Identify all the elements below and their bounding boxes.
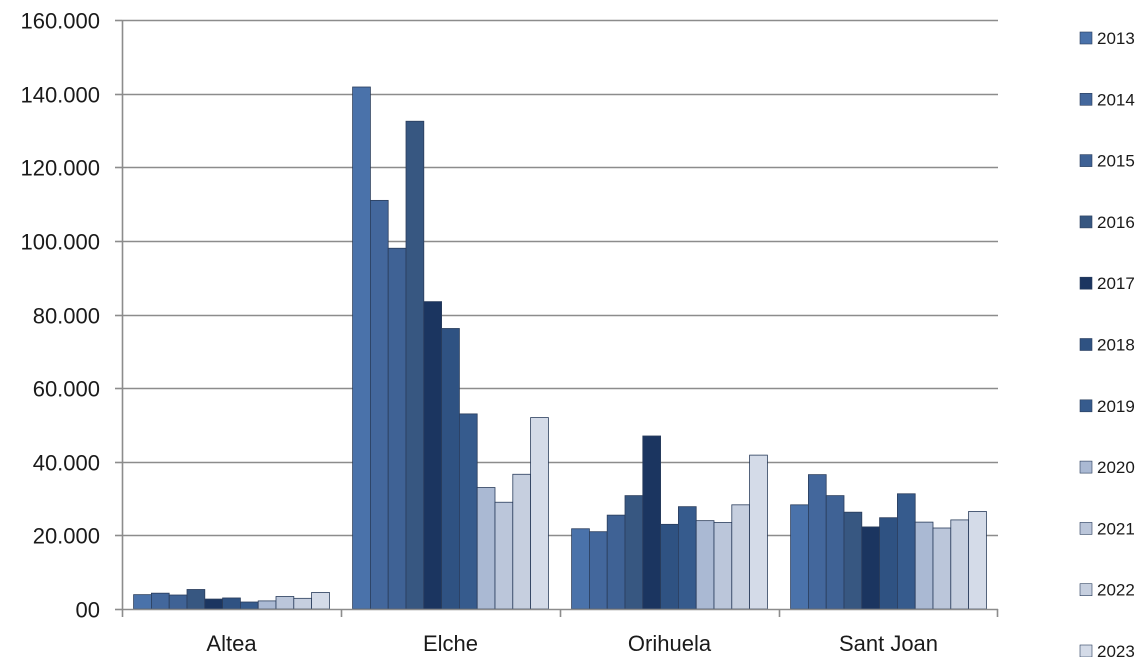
- bar-elche-2018: [441, 328, 460, 610]
- bar-sant-joan-2021: [932, 527, 952, 610]
- bar-elche-2013: [352, 86, 371, 610]
- bar-elche-2019: [458, 413, 478, 610]
- bar-elche-2023: [530, 417, 549, 610]
- bar-orihuela-2023: [749, 454, 768, 610]
- legend-label: 2022: [1097, 581, 1135, 600]
- legend-item-2013: 2013: [1079, 29, 1135, 48]
- bar-sant-joan-2014: [808, 474, 827, 610]
- bar-sant-joan-2018: [879, 517, 898, 610]
- bar-altea-2023: [311, 592, 330, 610]
- bar-elche-2021: [494, 501, 514, 610]
- legend-swatch: [1079, 460, 1093, 474]
- legend-item-2020: 2020: [1079, 458, 1135, 477]
- bar-elche-2014: [369, 199, 389, 610]
- y-tick-label: 20.000: [33, 524, 100, 549]
- x-category-label: Sant Joan: [839, 631, 938, 656]
- bars: [133, 86, 987, 610]
- bar-altea-2017: [204, 598, 224, 610]
- bar-altea-2020: [257, 600, 277, 610]
- y-tick-label: 80.000: [33, 304, 100, 329]
- bar-elche-2017: [423, 301, 442, 610]
- y-tick-label: 160.000: [20, 9, 100, 34]
- x-category-label: Altea: [206, 631, 257, 656]
- legend-item-2023: 2023: [1079, 642, 1135, 657]
- bar-orihuela-2018: [660, 523, 679, 610]
- bar-elche-2020: [476, 487, 496, 610]
- bar-sant-joan-2019: [897, 493, 916, 610]
- legend-swatch: [1079, 93, 1093, 106]
- bar-orihuela-2020: [695, 520, 715, 610]
- legend-item-2019: 2019: [1079, 397, 1135, 416]
- bar-sant-joan-2022: [950, 519, 969, 610]
- legend-label: 2021: [1097, 519, 1135, 538]
- legend-item-2014: 2014: [1079, 90, 1135, 109]
- bar-altea-2021: [275, 596, 295, 610]
- bar-sant-joan-2016: [843, 511, 863, 610]
- bar-sant-joan-2017: [861, 526, 880, 610]
- y-tick-label: 40.000: [33, 451, 100, 476]
- legend-label: 2016: [1097, 213, 1135, 232]
- axis-labels: 00 20.000 40.000 60.000 80.000 100.000 120.000…: [20, 9, 938, 657]
- bar-sant-joan-2013: [790, 504, 809, 610]
- legend-label: 2019: [1097, 397, 1135, 416]
- legend-item-2022: 2022: [1079, 581, 1135, 600]
- bar-elche-2015: [387, 247, 407, 610]
- bar-orihuela-2014: [589, 531, 608, 610]
- y-tick-label: 00: [76, 598, 100, 623]
- bar-sant-joan-2023: [968, 511, 987, 610]
- legend-label: 2020: [1097, 458, 1135, 477]
- bar-altea-2022: [293, 597, 312, 610]
- legend-swatch: [1079, 522, 1093, 535]
- legend-label: 2017: [1097, 274, 1135, 293]
- bar-orihuela-2016: [624, 495, 644, 610]
- legend: 2013 2014 2015 2016 2017 2018 2019 2020 2021 2022…: [1079, 29, 1135, 657]
- gridlines: [122, 19, 998, 537]
- legend-swatch: [1079, 276, 1093, 290]
- legend-swatch: [1079, 644, 1093, 657]
- bar-orihuela-2021: [713, 522, 733, 610]
- axes: [115, 19, 999, 617]
- legend-item-2021: 2021: [1079, 519, 1135, 538]
- legend-swatch: [1079, 215, 1093, 229]
- legend-label: 2014: [1097, 90, 1135, 109]
- legend-swatch: [1079, 338, 1093, 351]
- x-category-label: Orihuela: [628, 631, 712, 656]
- legend-swatch: [1079, 154, 1093, 167]
- bar-altea-2015: [168, 594, 188, 610]
- legend-swatch: [1079, 583, 1093, 597]
- x-category-label: Elche: [423, 631, 478, 656]
- bar-orihuela-2015: [606, 514, 626, 610]
- legend-label: 2015: [1097, 152, 1135, 171]
- bar-elche-2022: [512, 473, 531, 610]
- bar-altea-2013: [133, 594, 152, 610]
- bar-altea-2014: [150, 592, 170, 610]
- legend-label: 2013: [1097, 29, 1135, 48]
- bar-orihuela-2017: [642, 435, 661, 610]
- bar-sant-joan-2015: [825, 495, 845, 610]
- y-tick-label: 140.000: [20, 83, 100, 108]
- y-tick-label: 60.000: [33, 377, 100, 402]
- bar-elche-2016: [405, 120, 425, 610]
- bar-orihuela-2022: [731, 504, 750, 610]
- y-tick-label: 120.000: [20, 156, 100, 181]
- legend-label: 2023: [1097, 642, 1135, 657]
- y-tick-label: 100.000: [20, 230, 100, 255]
- bar-altea-2018: [222, 597, 241, 610]
- legend-item-2018: 2018: [1079, 336, 1135, 355]
- bar-sant-joan-2020: [914, 521, 934, 610]
- legend-item-2015: 2015: [1079, 152, 1135, 171]
- bar-altea-2019: [239, 601, 259, 610]
- legend-swatch: [1079, 31, 1093, 45]
- legend-label: 2018: [1097, 336, 1135, 355]
- bar-orihuela-2019: [678, 506, 697, 610]
- legend-swatch: [1079, 399, 1093, 413]
- bar-altea-2016: [186, 589, 206, 610]
- legend-item-2017: 2017: [1079, 274, 1135, 293]
- bar-orihuela-2013: [571, 528, 590, 610]
- legend-item-2016: 2016: [1079, 213, 1135, 232]
